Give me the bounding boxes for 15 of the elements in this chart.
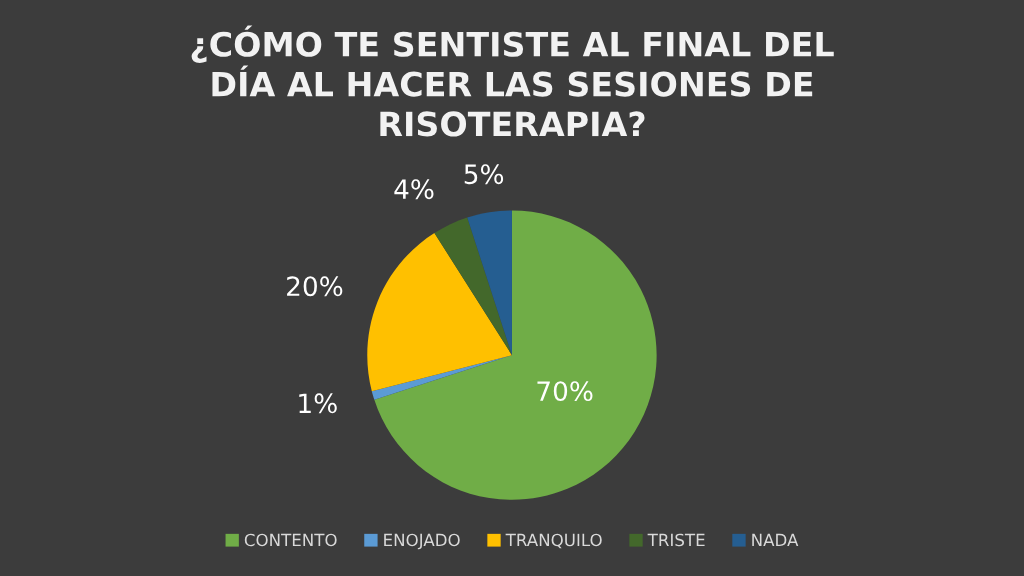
data-label: 5%: [464, 164, 504, 185]
data-label: 1%: [299, 393, 337, 414]
data-label: 20%: [287, 276, 343, 297]
legend-label: TRISTE: [647, 533, 705, 547]
data-label: 4%: [394, 179, 434, 200]
chart-title: ¿CÓMO TE SENTISTE AL FINAL DEL DÍA AL HACER LAS SESIONES DE RISOTERAPIA?: [191, 25, 834, 137]
pie-slice: [467, 210, 512, 356]
legend-label: NADA: [752, 533, 799, 547]
pie-slice: [367, 232, 512, 392]
legend-label: TRANQUILO: [505, 533, 602, 549]
pie-slice: [374, 210, 657, 500]
pie-slice: [434, 217, 512, 356]
data-label: 70%: [537, 381, 593, 402]
legend-label: CONTENTO: [244, 533, 337, 547]
legend-label: ENOJADO: [384, 533, 460, 550]
